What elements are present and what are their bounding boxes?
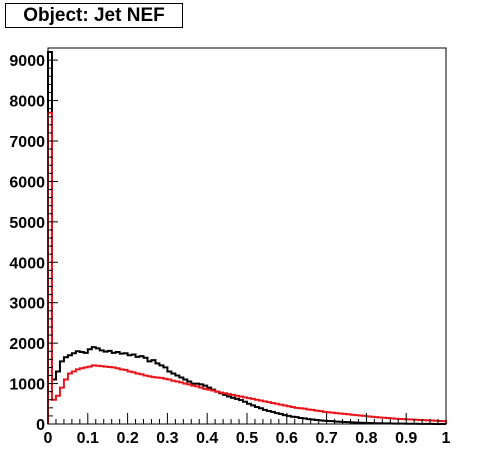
y-tick-label: 1000	[9, 377, 45, 394]
series-layer	[47, 51, 447, 425]
x-tick-label: 0	[44, 430, 53, 447]
x-tick-label: 0.1	[77, 430, 99, 447]
x-tick-label: 0.5	[236, 430, 258, 447]
y-tick-label: 2000	[9, 336, 45, 353]
y-tick-label: 9000	[9, 53, 45, 70]
chart-title: Object: Jet NEF	[5, 3, 183, 28]
series-line-1	[47, 111, 447, 424]
y-axis: 0 1000 2000 3000 4000 5000 6000 7000 8000 9000	[9, 51, 58, 434]
y-tick-label: 3000	[9, 296, 45, 313]
x-tick-label: 0.6	[276, 430, 298, 447]
x-tick-label: 1	[442, 430, 451, 447]
y-tick-label: 7000	[9, 134, 45, 151]
x-tick-label: 0.2	[116, 430, 138, 447]
x-tick-label: 0.9	[395, 430, 417, 447]
y-tick-label: 5000	[9, 215, 45, 232]
series-line-0	[47, 51, 447, 425]
y-tick-label: 0	[36, 417, 45, 434]
y-tick-label: 4000	[9, 255, 45, 272]
y-tick-label: 6000	[9, 174, 45, 191]
x-tick-label: 0.7	[315, 430, 337, 447]
y-tick-label: 8000	[9, 94, 45, 111]
x-axis: 0 0.1 0.2 0.3 0.4 0.5 0.6 0.7 0.8 0.9 1	[44, 413, 451, 447]
x-tick-label: 0.4	[196, 430, 218, 447]
x-tick-label: 0.3	[156, 430, 178, 447]
x-tick-label: 0.8	[355, 430, 377, 447]
